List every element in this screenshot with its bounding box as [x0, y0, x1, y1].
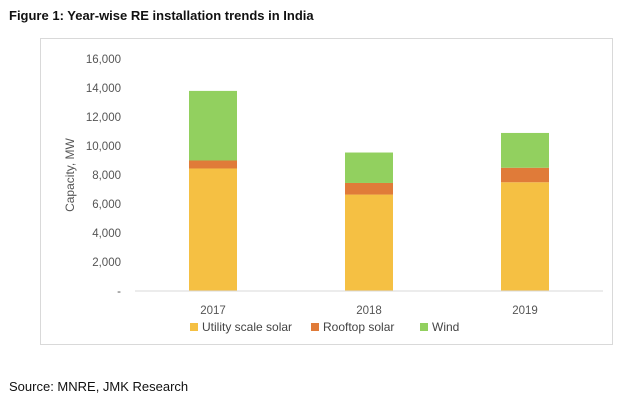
bar-utility-scale-solar-2019 [501, 182, 549, 291]
y-tick-label: 8,000 [92, 170, 121, 182]
y-tick-label: 14,000 [86, 83, 121, 95]
y-tick-label: - [117, 286, 121, 298]
bar-utility-scale-solar-2018 [345, 194, 393, 291]
x-tick-label: 2018 [356, 305, 382, 317]
y-tick-label: 12,000 [86, 112, 121, 124]
legend-swatch [420, 323, 428, 331]
y-tick-label: 10,000 [86, 141, 121, 153]
bar-utility-scale-solar-2017 [189, 168, 237, 291]
figure-title: Figure 1: Year-wise RE installation tren… [9, 8, 314, 23]
bars [189, 90, 549, 291]
y-tick-label: 16,000 [86, 54, 121, 66]
y-tick-label: 2,000 [92, 257, 121, 269]
x-axis-ticks: 2017 2018 2019 [200, 305, 538, 317]
legend-label: Utility scale solar [202, 320, 292, 334]
bar-rooftop-solar-2019 [501, 167, 549, 183]
legend-swatch [190, 323, 198, 331]
y-tick-label: 6,000 [92, 199, 121, 211]
bar-rooftop-solar-2018 [345, 182, 393, 195]
legend-label: Rooftop solar [323, 320, 394, 334]
legend-swatch [311, 323, 319, 331]
legend-label: Wind [432, 320, 459, 334]
bar-rooftop-solar-2017 [189, 160, 237, 169]
x-tick-label: 2017 [200, 305, 226, 317]
y-axis-title: Capacity, MW [63, 137, 77, 211]
bar-wind-2019 [501, 132, 549, 168]
legend: Utility scale solar Rooftop solar Wind [190, 320, 459, 334]
bar-wind-2018 [345, 152, 393, 183]
x-tick-label: 2019 [512, 305, 538, 317]
y-axis-ticks: - 2,000 4,000 6,000 8,000 10,000 12,000 14,000 1… [86, 54, 121, 298]
source-note: Source: MNRE, JMK Research [9, 379, 189, 394]
bar-wind-2017 [189, 90, 237, 161]
y-tick-label: 4,000 [92, 228, 121, 240]
